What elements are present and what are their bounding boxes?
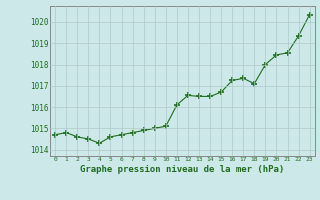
- X-axis label: Graphe pression niveau de la mer (hPa): Graphe pression niveau de la mer (hPa): [80, 165, 284, 174]
